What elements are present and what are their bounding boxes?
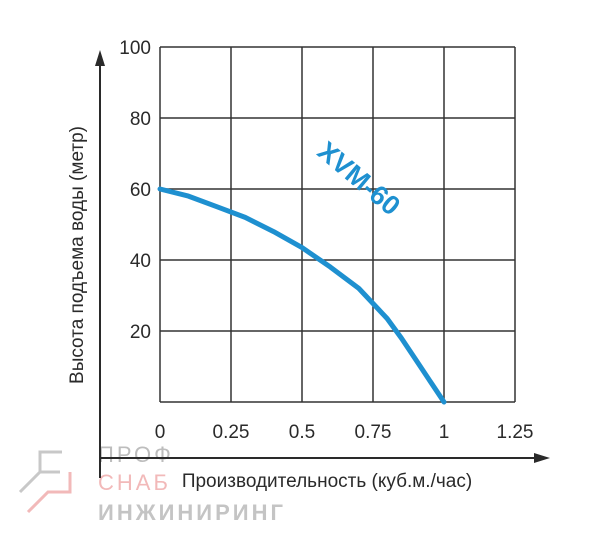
x-tick-label: 0	[155, 422, 166, 443]
tick-labels: 0 0.25 0.5 0.75 1 1.25 100 80 60 40 20	[119, 38, 533, 443]
y-tick-label: 20	[130, 322, 151, 343]
watermark: ПРОФ СНАБ ИНЖИНИРИНГ	[18, 442, 286, 525]
x-axis-label: Производительность (куб.м./час)	[182, 471, 472, 492]
x-tick-label: 1.25	[497, 422, 534, 443]
y-axis-arrow	[95, 50, 105, 66]
y-axis-label: Высота подъема воды (метр)	[67, 126, 88, 384]
x-tick-label: 0.5	[289, 422, 315, 443]
watermark-line2: СНАБ	[98, 470, 171, 495]
grid	[159, 46, 516, 403]
y-tick-label: 80	[130, 109, 151, 130]
watermark-line1: ПРОФ	[98, 442, 174, 467]
x-axis-arrow	[534, 453, 550, 463]
series-label-xvm-60: XVM-60	[312, 136, 406, 222]
x-tick-label: 0.75	[355, 422, 392, 443]
axes	[95, 50, 550, 478]
logo-icon	[18, 450, 72, 514]
y-tick-label: 40	[130, 251, 151, 272]
x-tick-label: 0.25	[213, 422, 250, 443]
y-tick-label: 100	[119, 38, 151, 59]
series-line-xvm-60	[157, 186, 447, 405]
x-tick-label: 1	[439, 422, 450, 443]
y-tick-label: 60	[130, 180, 151, 201]
watermark-line3: ИНЖИНИРИНГ	[98, 500, 286, 525]
